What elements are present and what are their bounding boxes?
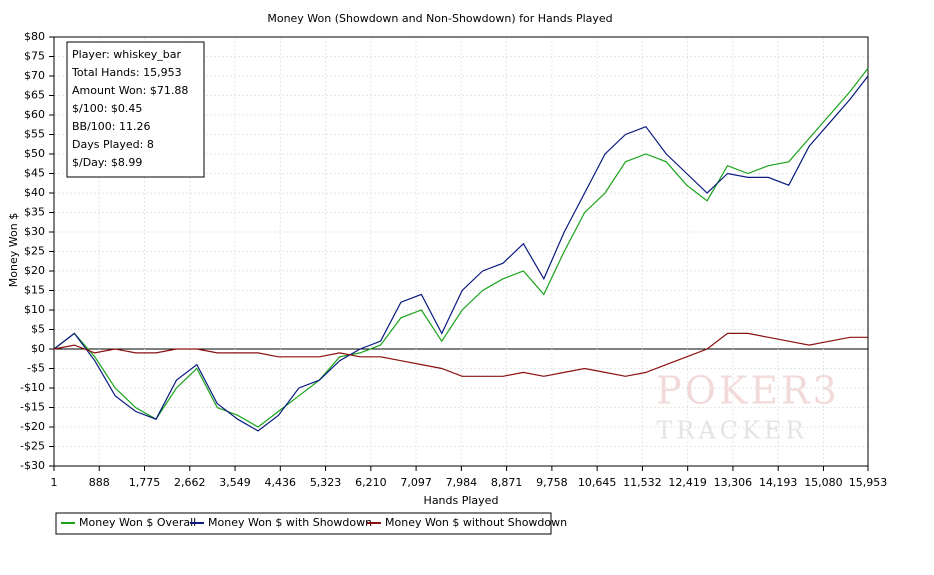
x-tick-label: 15,953 [849,476,888,489]
series-line [53,75,869,432]
y-tick-label: $10 [24,303,45,316]
y-tick-label: $55 [24,128,45,141]
x-tick-label: 9,758 [536,476,568,489]
info-line: $/Day: $8.99 [72,156,142,169]
series-line [53,332,868,377]
x-tick-label: 4,436 [265,476,297,489]
x-tick-label: 14,193 [759,476,798,489]
info-line: BB/100: 11.26 [72,120,151,133]
x-tick-label: 5,323 [310,476,342,489]
x-tick-label: 12,419 [668,476,707,489]
y-tick-label: $15 [24,284,45,297]
x-tick-label: 8,871 [491,476,523,489]
y-tick-label: -$30 [20,459,45,472]
plot-frame [53,36,869,467]
y-tick-label: $25 [24,245,45,258]
legend-label: Money Won $ without Showdown [385,516,567,529]
x-tick-label: 2,662 [174,476,206,489]
y-tick-label: $80 [24,30,45,43]
y-tick-label: $50 [24,147,45,160]
info-line: Total Hands: 15,953 [71,66,182,79]
x-tick-label: 7,097 [400,476,432,489]
y-tick-label: $45 [24,167,45,180]
x-tick-label: 888 [89,476,110,489]
legend-label: Money Won $ Overall [79,516,196,529]
y-tick-label: $20 [24,264,45,277]
x-tick-label: 6,210 [355,476,387,489]
info-line: $/100: $0.45 [72,102,142,115]
info-line: Days Played: 8 [72,138,154,151]
legend-box [55,512,552,535]
series-line [53,67,869,428]
y-tick-label: $65 [24,89,45,102]
x-tick-label: 11,532 [623,476,662,489]
y-axis-label: Money Won $ [7,213,20,287]
y-tick-label: $30 [24,225,45,238]
y-tick-label: $70 [24,69,45,82]
legend-label: Money Won $ with Showdown [208,516,372,529]
y-tick-label: -$10 [20,381,45,394]
watermark: TRACKER [656,417,807,445]
x-tick-label: 7,984 [446,476,478,489]
y-tick-label: $75 [24,50,45,63]
x-tick-label: 15,080 [804,476,843,489]
y-tick-label: -$15 [20,401,45,414]
x-tick-label: 1 [51,476,58,489]
info-line: Amount Won: $71.88 [72,84,188,97]
y-tick-label: -$5 [27,362,45,375]
y-tick-label: $40 [24,186,45,199]
x-tick-label: 13,306 [714,476,753,489]
y-tick-label: -$25 [20,440,45,453]
info-line: Player: whiskey_bar [72,48,181,61]
x-tick-label: 3,549 [219,476,251,489]
info-box [66,41,205,178]
chart-title: Money Won (Showdown and Non-Showdown) fo… [267,12,612,25]
x-axis-label: Hands Played [424,494,499,507]
y-tick-label: $0 [31,342,45,355]
y-tick-label: $60 [24,108,45,121]
y-tick-label: $5 [31,323,45,336]
watermark: POKER3 [656,369,840,413]
y-tick-label: $35 [24,206,45,219]
x-tick-label: 1,775 [129,476,161,489]
y-tick-label: -$20 [20,420,45,433]
x-tick-label: 10,645 [578,476,617,489]
